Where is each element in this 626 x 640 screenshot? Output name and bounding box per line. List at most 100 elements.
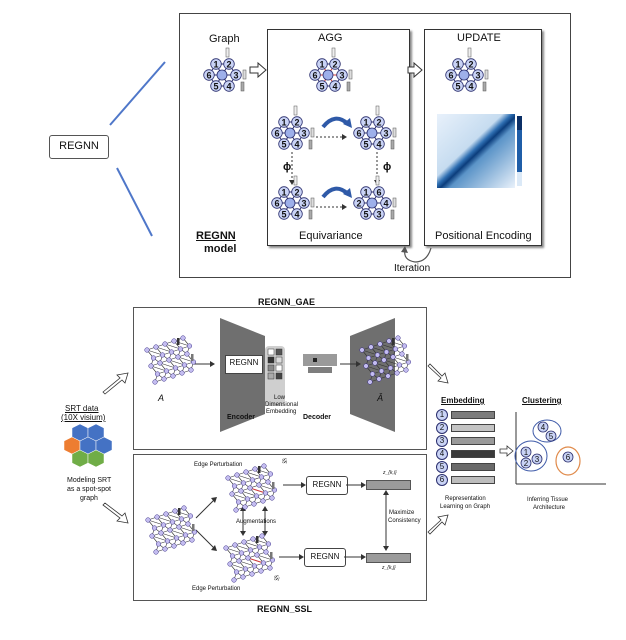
graph-node (329, 58, 341, 70)
node-number: 5 (363, 209, 368, 219)
graph-node (353, 197, 365, 209)
feature-bar (225, 47, 230, 58)
graph-node (223, 80, 235, 92)
lattice-node (159, 352, 166, 358)
node-number: 4 (332, 81, 337, 91)
lattice-node (172, 365, 179, 371)
embedding-node: 5 (436, 461, 448, 473)
node-number: 3 (383, 128, 388, 138)
node-number: 2 (226, 59, 231, 69)
lattice-node (369, 371, 376, 377)
ssl-regnn-top-label: REGNN (312, 480, 342, 489)
clustering-title: Clustering (522, 396, 562, 405)
zkj-vector (366, 553, 411, 563)
embedding-node: 1 (436, 409, 448, 421)
node-number: 6 (274, 198, 279, 208)
node-number: 3 (301, 128, 306, 138)
embedding-node: 6 (436, 474, 448, 486)
gae-title: REGNN_GAE (258, 297, 316, 307)
gae-regnn-label: REGNN (229, 358, 259, 367)
lattice-node (223, 545, 229, 551)
graph-node (316, 80, 328, 92)
graph-node (210, 58, 222, 70)
lattice-node (171, 338, 177, 344)
graph-node (465, 58, 477, 70)
inferring-line1: Inferring Tissue (527, 497, 569, 503)
embedding-bar (451, 450, 495, 458)
zkj-symbol: z_{k,j} (382, 565, 396, 571)
graph-node (278, 116, 290, 128)
graph-node (271, 127, 283, 139)
graph-node (452, 80, 464, 92)
graph-node (298, 127, 310, 139)
feature-bar (310, 127, 315, 138)
lattice-node (260, 498, 266, 504)
lattice-node (256, 482, 262, 488)
lattice-node (242, 566, 249, 572)
graph-node (278, 208, 290, 220)
graph-node (291, 186, 303, 198)
feature-bar (390, 139, 395, 150)
lattice-node (396, 362, 403, 368)
lattice-node (151, 525, 158, 531)
lattice-node (251, 501, 257, 507)
node-number: 1 (281, 117, 286, 127)
lattice-node (153, 549, 159, 555)
graph-node (360, 208, 372, 220)
cluster-node-label: 5 (549, 432, 554, 441)
node-number: 6 (274, 128, 279, 138)
a-symbol: A (158, 393, 165, 403)
lattice-node (157, 360, 163, 366)
node-number: 1 (363, 117, 368, 127)
lattice-feature-bar (178, 508, 181, 515)
lattice-node (182, 532, 189, 538)
graph-node (316, 58, 328, 70)
lattice-node (265, 479, 271, 485)
lattice-graph-1 (359, 335, 412, 385)
lattice-node (244, 496, 251, 502)
lattice-node (247, 485, 253, 491)
a-hat-symbol: Â (377, 393, 384, 403)
lattice-node (150, 355, 157, 361)
embedding-row: 6 (436, 474, 496, 486)
node-number: 5 (213, 81, 218, 91)
cluster-node-label: 3 (535, 455, 540, 464)
center-node (366, 127, 378, 139)
cluster-node-label: 2 (524, 459, 529, 468)
lattice-node (167, 527, 173, 533)
lattice-node (249, 477, 256, 483)
graph-node (291, 116, 303, 128)
lattice-node (227, 561, 233, 567)
cluster-node (531, 453, 543, 465)
lattice-graph-2 (145, 505, 198, 555)
feature-bar (392, 197, 397, 208)
lattice-node (181, 362, 188, 368)
srt-line1: SRT data (65, 404, 99, 413)
lattice-node (269, 495, 275, 501)
ssl-regnn-bottom-label: REGNN (310, 552, 340, 561)
node-number: 4 (294, 209, 299, 219)
lattice-node (259, 533, 265, 539)
node-number: 4 (468, 81, 473, 91)
lattice-node (267, 565, 273, 571)
lattice-node (225, 475, 231, 481)
zki-symbol: z_{k,i} (383, 470, 397, 476)
feature-bar (240, 81, 245, 92)
lattice-node (252, 466, 258, 472)
maximize-line2: Consistency (388, 518, 421, 524)
lattice-node (145, 517, 151, 523)
graph-node (472, 69, 484, 81)
lattice-node (386, 338, 392, 344)
node-number: 2 (468, 59, 473, 69)
cluster-outline (555, 446, 581, 476)
lattice-node (153, 344, 159, 350)
graph-node (445, 69, 457, 81)
embedding-bar (451, 463, 495, 471)
graph-node (360, 186, 372, 198)
lattice-feature-bar (270, 552, 273, 559)
feature-bar (375, 175, 380, 186)
lattice-node (180, 540, 186, 546)
